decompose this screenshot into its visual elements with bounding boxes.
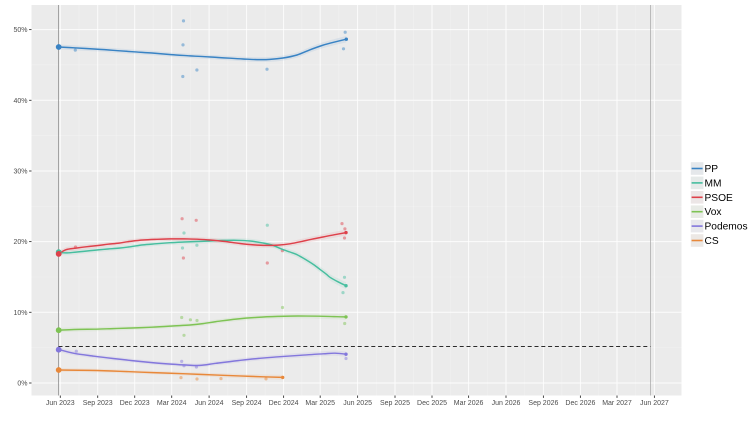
- svg-text:Jun 2026: Jun 2026: [492, 400, 521, 407]
- svg-text:Sep 2024: Sep 2024: [232, 400, 262, 407]
- svg-text:0%: 0%: [17, 381, 27, 388]
- svg-text:Mar 2025: Mar 2025: [305, 400, 335, 407]
- svg-text:Jun 2027: Jun 2027: [640, 400, 669, 407]
- svg-text:Mar 2024: Mar 2024: [157, 400, 187, 407]
- svg-text:10%: 10%: [13, 310, 27, 317]
- svg-text:Mar 2027: Mar 2027: [602, 400, 632, 407]
- svg-text:Dec 2025: Dec 2025: [417, 400, 447, 407]
- svg-text:PSOE: PSOE: [705, 193, 734, 204]
- svg-text:Dec 2026: Dec 2026: [565, 400, 595, 407]
- svg-text:Jun 2024: Jun 2024: [195, 400, 224, 407]
- svg-text:30%: 30%: [13, 169, 27, 176]
- svg-text:50%: 50%: [13, 27, 27, 34]
- svg-text:Vox: Vox: [705, 207, 722, 218]
- svg-text:Podemos: Podemos: [705, 222, 748, 233]
- svg-text:Sep 2026: Sep 2026: [528, 400, 558, 407]
- svg-text:Jun 2023: Jun 2023: [46, 400, 75, 407]
- svg-text:Dec 2024: Dec 2024: [269, 400, 299, 407]
- svg-text:Sep 2023: Sep 2023: [83, 400, 113, 407]
- svg-text:CS: CS: [705, 236, 719, 247]
- svg-text:Jun 2025: Jun 2025: [343, 400, 372, 407]
- svg-text:Sep 2025: Sep 2025: [380, 400, 410, 407]
- svg-text:40%: 40%: [13, 98, 27, 105]
- svg-text:Mar 2026: Mar 2026: [454, 400, 484, 407]
- svg-text:PP: PP: [705, 164, 719, 175]
- svg-text:20%: 20%: [13, 239, 27, 246]
- svg-text:Dec 2023: Dec 2023: [120, 400, 150, 407]
- svg-text:MM: MM: [705, 178, 722, 189]
